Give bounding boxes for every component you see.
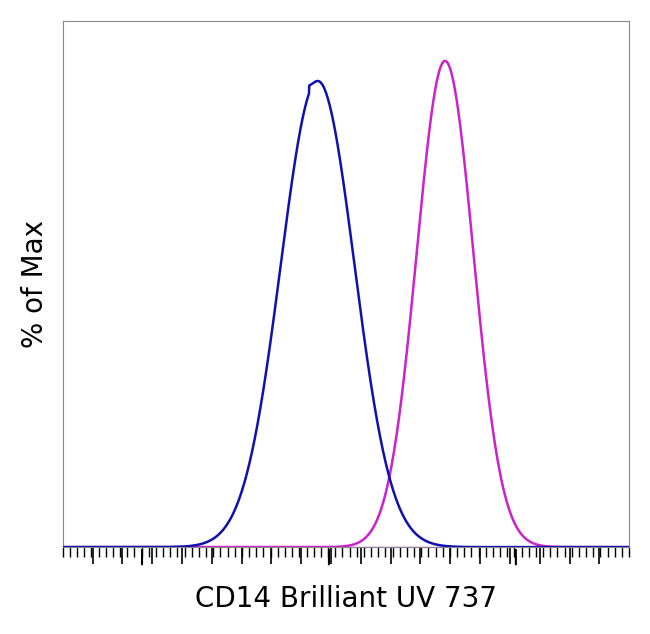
Y-axis label: % of Max: % of Max (21, 220, 49, 348)
X-axis label: CD14 Brilliant UV 737: CD14 Brilliant UV 737 (195, 585, 497, 613)
